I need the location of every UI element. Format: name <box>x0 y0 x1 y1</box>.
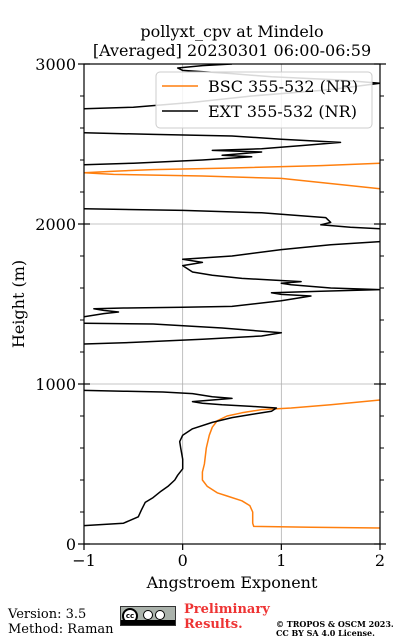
by-icon <box>143 610 153 620</box>
legend-label-bsc: BSC 355-532 (NR) <box>208 77 358 96</box>
cc-license-badge: cc <box>120 606 176 626</box>
copyright-line2: CC BY SA 4.0 License. <box>276 628 375 638</box>
preliminary-results-note: Preliminary Results. <box>184 602 270 632</box>
y-tick-label: 2000 <box>35 215 76 234</box>
chart-title-line1: pollyxt_cpv at Mindelo <box>140 22 324 41</box>
series-layer <box>84 64 380 529</box>
method-text: Method: Raman <box>8 622 114 637</box>
y-axis-label: Height (m) <box>9 260 28 348</box>
series-line-bsc <box>84 162 380 529</box>
version-text: Version: 3.5 <box>8 607 87 622</box>
ticks <box>78 63 386 550</box>
preliminary-line2: Results. <box>184 617 243 632</box>
x-axis-label: Angstroem Exponent <box>146 573 318 592</box>
preliminary-line1: Preliminary <box>184 602 270 617</box>
series-line-ext <box>84 64 380 527</box>
chart-title-line2: [Averaged] 20230301 06:00-06:59 <box>92 41 372 60</box>
y-tick-label: 1000 <box>35 375 76 394</box>
sa-icon <box>155 610 165 620</box>
y-tick-label: 0 <box>66 535 76 554</box>
x-tick-label: 0 <box>178 551 188 570</box>
x-tick-label: 1 <box>276 551 286 570</box>
cc-badge-bar <box>121 620 175 625</box>
legend-box <box>155 71 373 129</box>
legend: BSC 355-532 (NR) EXT 355-532 (NR) <box>155 71 373 129</box>
x-tick-label: −1 <box>72 551 96 570</box>
copyright-line1: © TROPOS & OSCM 2023. <box>276 619 394 629</box>
legend-label-ext: EXT 355-532 (NR) <box>208 102 357 121</box>
y-tick-label: 3000 <box>35 55 76 74</box>
x-tick-label: 2 <box>375 551 385 570</box>
axes-frame <box>83 63 381 545</box>
